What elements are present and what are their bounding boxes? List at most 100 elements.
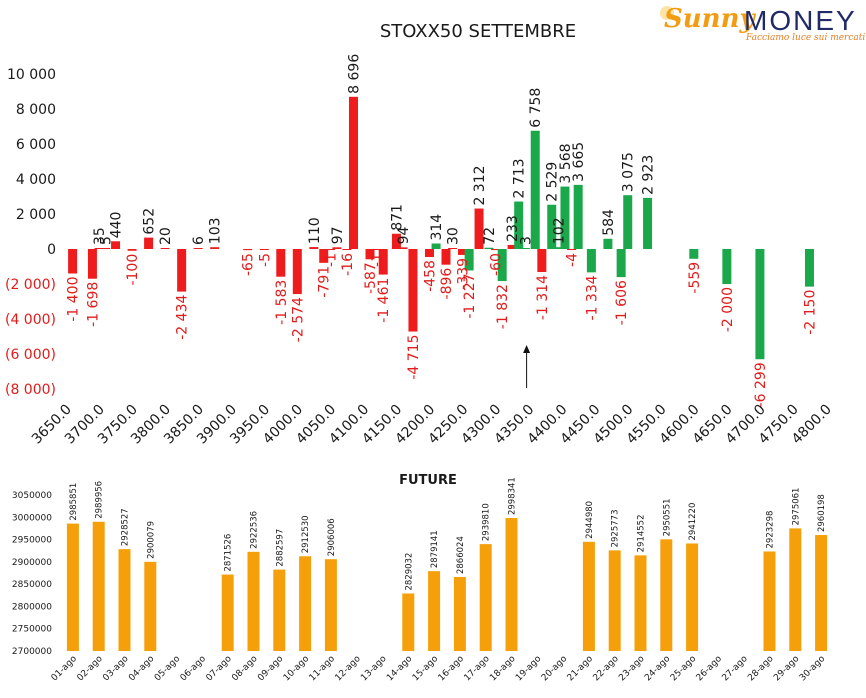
- bar-value-label: -4 715: [406, 335, 422, 380]
- strike-bar: [547, 204, 557, 249]
- bar-value-label: -1 698: [85, 282, 101, 327]
- y-tick-label: (4 000): [5, 312, 56, 328]
- future-bar: [453, 577, 466, 651]
- strike-bar: [507, 244, 517, 249]
- y-tick-label: (2 000): [5, 277, 56, 293]
- logo-sunny-text: Sunny: [664, 4, 755, 34]
- bar-value-label: 3: [518, 236, 534, 245]
- strike-bar: [537, 249, 547, 272]
- strike-bar: [560, 186, 570, 249]
- bar-value-label: 72: [482, 227, 498, 245]
- strike-bar: [573, 184, 583, 249]
- strike-bar: [497, 249, 507, 282]
- bar-value-label: -896: [439, 268, 455, 300]
- bar-value-label: -1 227: [462, 273, 478, 318]
- bar-value-label: 20: [158, 227, 174, 245]
- future-value-label: 2900079: [146, 521, 156, 559]
- future-y-tick-label: 3000000: [12, 513, 52, 523]
- bar-value-label: -2 574: [290, 297, 306, 342]
- strike-bar: [474, 208, 484, 249]
- future-x-tick-label: 18-ago: [488, 654, 518, 684]
- future-bar: [479, 544, 492, 651]
- bar-value-label: 2 713: [512, 158, 528, 198]
- future-x-tick-label: 08-ago: [230, 654, 260, 684]
- bar-value-label: 3 075: [621, 152, 637, 192]
- strike-bar: [464, 249, 474, 271]
- strike-bar: [603, 238, 613, 249]
- bar-value-label: 440: [109, 212, 125, 239]
- y-tick-label: (6 000): [5, 347, 56, 363]
- strike-bar: [484, 247, 494, 249]
- bar-value-label: 314: [429, 214, 445, 241]
- strike-bar: [372, 249, 382, 250]
- bar-value-label: -4: [565, 253, 581, 267]
- bar-value-label: 2 312: [472, 165, 488, 205]
- future-chart: FUTURE 3050000 3000000 2950000 2900000 28500…: [12, 473, 828, 684]
- future-x-tick-label: 23-ago: [617, 654, 647, 684]
- bar-value-label: -458: [422, 260, 438, 292]
- bar-value-label: 103: [208, 217, 224, 244]
- bar-value-label: 30: [446, 227, 462, 245]
- bar-value-label: -16: [340, 253, 356, 276]
- future-x-tick-label: 12-ago: [334, 654, 364, 684]
- future-x-tick-label: 19-ago: [514, 654, 544, 684]
- future-y-tick-label: 2900000: [12, 558, 52, 568]
- future-value-label: 2925773: [611, 510, 621, 548]
- future-bar: [92, 521, 105, 651]
- future-x-tick-label: 26-ago: [695, 654, 725, 684]
- strike-bar: [441, 249, 451, 265]
- strike-bar: [755, 249, 765, 360]
- future-value-label: 2922536: [250, 511, 260, 549]
- future-y-tick-label: 2700000: [12, 647, 52, 657]
- chart-title: STOXX50 SETTEMBRE: [380, 21, 576, 42]
- strike-bar: [514, 201, 524, 249]
- strike-bar: [111, 241, 121, 249]
- strike-bar: [144, 237, 154, 249]
- future-title: FUTURE: [399, 473, 457, 488]
- strike-bar: [365, 249, 375, 260]
- future-value-label: 2950551: [662, 498, 672, 536]
- logo-money-text: MONEY: [744, 5, 857, 36]
- y-tick-label: 2 000: [16, 207, 56, 223]
- future-x-tick-label: 14-ago: [385, 654, 415, 684]
- future-x-tick-label: 10-ago: [282, 654, 312, 684]
- future-value-label: 2928527: [121, 508, 131, 546]
- strike-bar: [348, 96, 358, 249]
- future-x-tick-label: 21-ago: [566, 654, 596, 684]
- strike-bar: [689, 249, 699, 259]
- strike-bar: [553, 247, 563, 249]
- future-bar: [247, 551, 260, 651]
- bar-value-label: 3 568: [558, 143, 574, 183]
- future-bar: [402, 593, 415, 651]
- future-y-tick-label: 2850000: [12, 580, 52, 590]
- strike-bar: [193, 248, 203, 249]
- future-bar: [273, 569, 286, 651]
- future-x-tick-label: 24-ago: [643, 654, 673, 684]
- future-value-label: 2939810: [482, 503, 492, 541]
- y-tick-label: 8 000: [16, 102, 56, 118]
- bar-value-label: -2 150: [802, 290, 818, 335]
- bar-value-label: -65: [241, 253, 257, 276]
- bar-value-label: 6 758: [528, 88, 544, 128]
- bar-value-label: 8 696: [346, 54, 362, 94]
- future-x-tick-label: 04-ago: [127, 654, 157, 684]
- bar-value-label: -1 314: [535, 275, 551, 320]
- future-bar: [118, 549, 131, 651]
- future-x-tick-label: 06-ago: [179, 654, 209, 684]
- strike-bar: [804, 249, 814, 287]
- strike-bar: [243, 249, 253, 251]
- future-value-label: 2944980: [585, 501, 595, 539]
- future-x-tick-label: 28-ago: [746, 654, 776, 684]
- bar-value-label: -1 583: [274, 280, 290, 325]
- strike-bar: [643, 197, 653, 249]
- strike-bar: [586, 249, 596, 273]
- bar-value-label: -1 400: [66, 277, 82, 322]
- strike-bar: [424, 249, 434, 258]
- future-bar: [144, 561, 157, 651]
- strike-bar: [491, 249, 501, 251]
- future-bar: [324, 559, 337, 651]
- bar-value-label: 35: [92, 227, 108, 245]
- future-value-label: 2866024: [456, 536, 466, 574]
- future-x-tick-label: 22-ago: [592, 654, 622, 684]
- future-value-label: 2914552: [637, 515, 647, 553]
